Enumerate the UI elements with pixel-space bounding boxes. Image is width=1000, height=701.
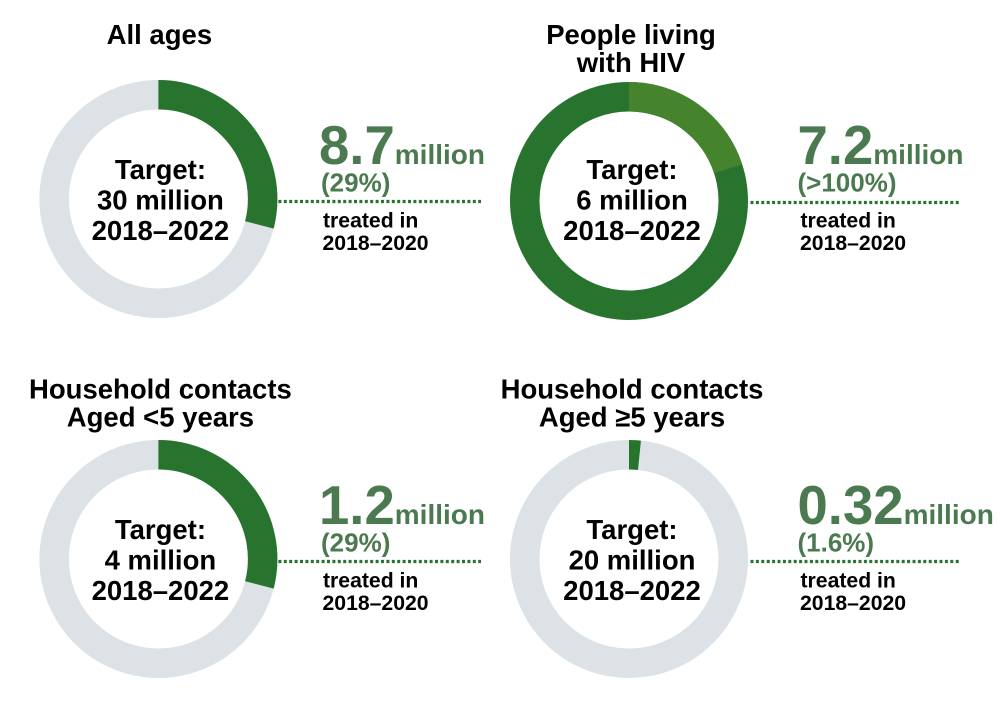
- svg-text:2018–2020: 2018–2020: [800, 232, 906, 255]
- svg-text:Target:: Target:: [586, 154, 677, 185]
- svg-text:(29%): (29%): [321, 528, 390, 558]
- svg-text:20 million: 20 million: [569, 545, 696, 576]
- svg-text:Aged <5 years: Aged <5 years: [67, 402, 254, 433]
- svg-text:4 million: 4 million: [105, 545, 217, 576]
- svg-text:30 million: 30 million: [97, 185, 224, 216]
- svg-text:6 million: 6 million: [576, 185, 688, 216]
- svg-text:(29%): (29%): [321, 168, 390, 198]
- svg-text:with HIV: with HIV: [576, 47, 686, 78]
- svg-text:2018–2020: 2018–2020: [323, 232, 429, 255]
- svg-text:treated in: treated in: [323, 210, 418, 233]
- svg-text:0.32million: 0.32million: [798, 475, 994, 536]
- svg-text:Aged ≥5 years: Aged ≥5 years: [539, 402, 725, 433]
- svg-text:2018–2020: 2018–2020: [323, 592, 429, 615]
- svg-text:Target:: Target:: [586, 514, 677, 545]
- svg-text:treated in: treated in: [801, 210, 896, 233]
- svg-text:Target:: Target:: [115, 154, 206, 185]
- svg-text:2018–2022: 2018–2022: [563, 575, 701, 606]
- svg-text:2018–2022: 2018–2022: [92, 215, 230, 246]
- svg-text:(1.6%): (1.6%): [798, 528, 875, 558]
- svg-text:Household contacts: Household contacts: [29, 374, 292, 405]
- svg-text:2018–2020: 2018–2020: [800, 592, 906, 615]
- svg-text:2018–2022: 2018–2022: [563, 215, 701, 246]
- svg-text:Household contacts: Household contacts: [501, 374, 764, 405]
- svg-text:People living: People living: [546, 19, 716, 50]
- svg-text:treated in: treated in: [801, 570, 896, 593]
- svg-text:2018–2022: 2018–2022: [92, 575, 230, 606]
- svg-text:treated in: treated in: [323, 570, 418, 593]
- svg-text:(>100%): (>100%): [798, 168, 897, 198]
- svg-text:All ages: All ages: [107, 19, 212, 50]
- svg-text:Target:: Target:: [115, 514, 206, 545]
